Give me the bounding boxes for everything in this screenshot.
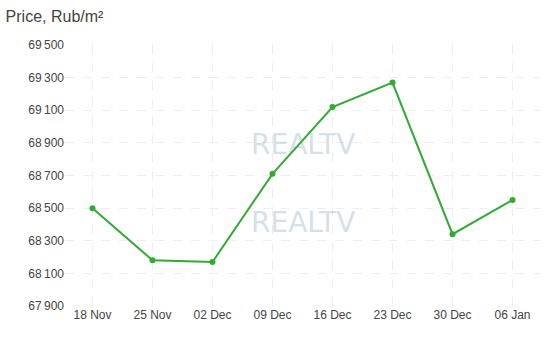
svg-text:Price, Rub/m²: Price, Rub/m² [6, 8, 104, 25]
svg-text:69 300: 69 300 [28, 71, 64, 85]
svg-text:REALTV: REALTV [251, 206, 355, 239]
svg-text:18 Nov: 18 Nov [73, 308, 111, 322]
svg-text:16 Dec: 16 Dec [313, 308, 351, 322]
svg-text:69 100: 69 100 [28, 103, 64, 117]
svg-text:REALTV: REALTV [251, 128, 355, 161]
svg-text:68 300: 68 300 [28, 234, 64, 248]
svg-text:68 500: 68 500 [28, 201, 64, 215]
svg-text:68 100: 68 100 [28, 267, 64, 281]
svg-text:69 500: 69 500 [28, 38, 64, 52]
svg-text:23 Dec: 23 Dec [373, 308, 411, 322]
svg-text:68 900: 68 900 [28, 136, 64, 150]
svg-text:02 Dec: 02 Dec [193, 308, 231, 322]
svg-text:68 700: 68 700 [28, 169, 64, 183]
svg-text:06 Jan: 06 Jan [494, 308, 530, 322]
svg-text:09 Dec: 09 Dec [253, 308, 291, 322]
svg-text:25 Nov: 25 Nov [133, 308, 171, 322]
svg-text:30 Dec: 30 Dec [433, 308, 471, 322]
svg-text:67 900: 67 900 [28, 299, 64, 313]
